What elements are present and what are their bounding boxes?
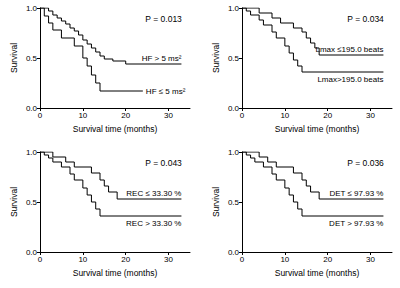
svg-text:P = 0.034: P = 0.034 <box>347 14 384 24</box>
svg-text:0: 0 <box>240 111 245 120</box>
svg-text:0.0: 0.0 <box>228 104 240 113</box>
svg-text:1.0: 1.0 <box>26 148 38 157</box>
svg-text:Survival: Survival <box>211 43 221 73</box>
svg-text:0: 0 <box>38 255 43 264</box>
svg-text:HF ≤ 5 ms²: HF ≤ 5 ms² <box>146 87 186 96</box>
svg-text:30: 30 <box>366 255 375 264</box>
svg-text:REC > 33.30 %: REC > 33.30 % <box>126 219 181 228</box>
svg-text:0.5: 0.5 <box>228 198 240 207</box>
svg-text:20: 20 <box>323 111 332 120</box>
svg-text:0.5: 0.5 <box>26 54 38 63</box>
svg-text:REC ≤ 33.30 %: REC ≤ 33.30 % <box>126 189 181 198</box>
svg-text:30: 30 <box>164 111 173 120</box>
svg-text:30: 30 <box>366 111 375 120</box>
svg-text:0: 0 <box>240 255 245 264</box>
svg-text:Lmax ≤195.0 beats: Lmax ≤195.0 beats <box>315 45 383 54</box>
svg-text:20: 20 <box>121 111 130 120</box>
svg-text:Survival time (months): Survival time (months) <box>275 268 360 278</box>
svg-text:DET > 97.93 %: DET > 97.93 % <box>329 219 383 228</box>
svg-text:0.0: 0.0 <box>228 248 240 257</box>
svg-text:HF > 5 ms²: HF > 5 ms² <box>142 54 182 63</box>
svg-text:1.0: 1.0 <box>26 4 38 13</box>
svg-text:Survival: Survival <box>9 187 19 217</box>
svg-text:Survival: Survival <box>9 43 19 73</box>
svg-text:Survival: Survival <box>211 187 221 217</box>
svg-text:0: 0 <box>38 111 43 120</box>
svg-text:P = 0.036: P = 0.036 <box>347 158 384 168</box>
svg-text:Survival time (months): Survival time (months) <box>275 124 360 134</box>
svg-text:DET ≤ 97.93 %: DET ≤ 97.93 % <box>329 189 383 198</box>
svg-text:10: 10 <box>280 111 289 120</box>
svg-text:Survival time (months): Survival time (months) <box>73 268 158 278</box>
svg-text:0.0: 0.0 <box>26 104 38 113</box>
svg-text:30: 30 <box>164 255 173 264</box>
svg-text:0.0: 0.0 <box>26 248 38 257</box>
svg-text:10: 10 <box>280 255 289 264</box>
svg-text:10: 10 <box>78 255 87 264</box>
svg-text:1.0: 1.0 <box>228 4 240 13</box>
svg-text:P = 0.013: P = 0.013 <box>145 14 182 24</box>
svg-text:Lmax>195.0 beats: Lmax>195.0 beats <box>317 75 383 84</box>
svg-text:20: 20 <box>121 255 130 264</box>
svg-text:10: 10 <box>78 111 87 120</box>
svg-text:0.5: 0.5 <box>228 54 240 63</box>
svg-text:P = 0.043: P = 0.043 <box>145 158 182 168</box>
svg-text:1.0: 1.0 <box>228 148 240 157</box>
svg-text:Survival time (months): Survival time (months) <box>73 124 158 134</box>
svg-text:0.5: 0.5 <box>26 198 38 207</box>
svg-text:20: 20 <box>323 255 332 264</box>
